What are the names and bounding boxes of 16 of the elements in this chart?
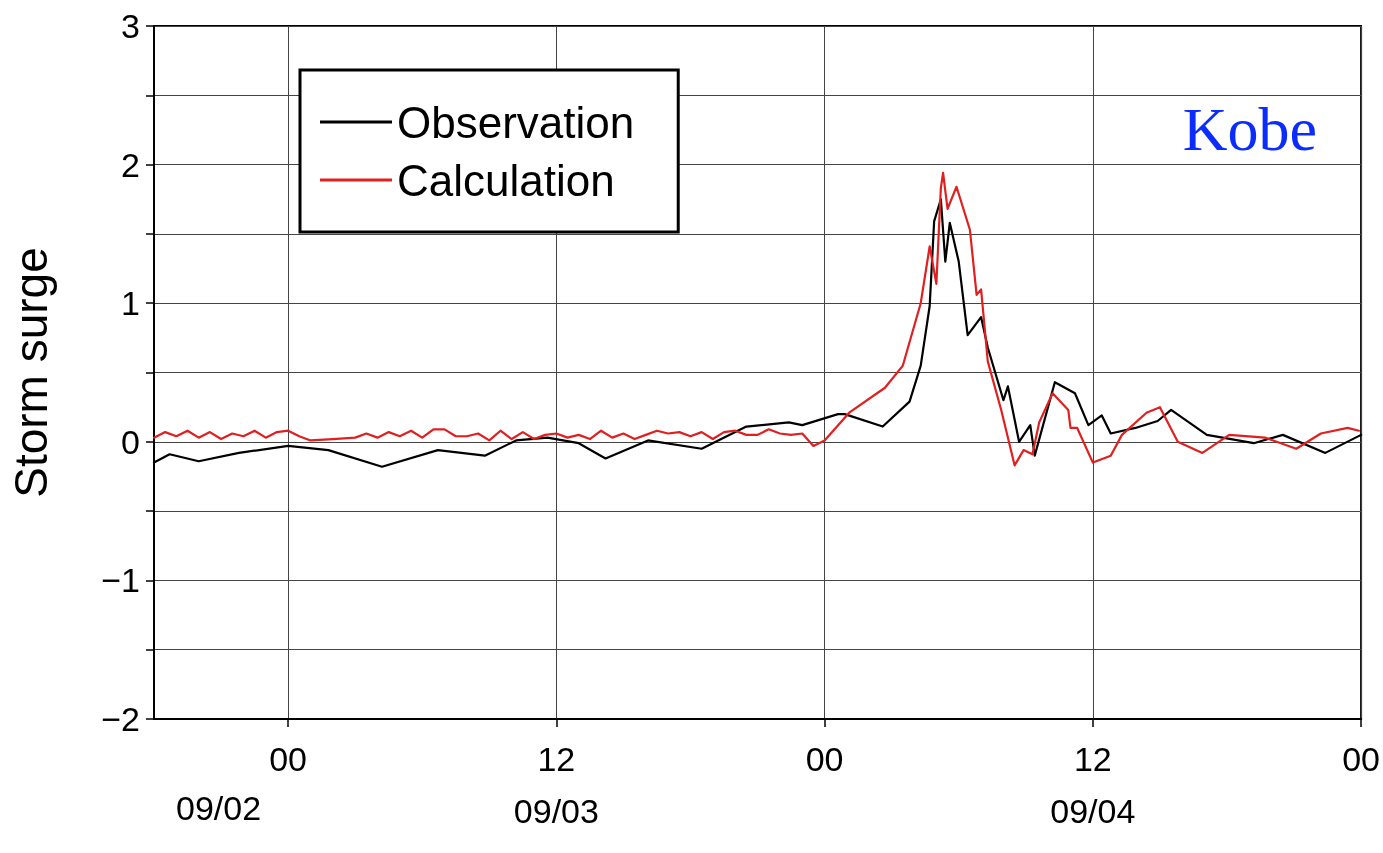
y-tick-label: 3 [121, 7, 140, 45]
y-tick-label: 0 [121, 422, 140, 461]
annotation: Kobe [1182, 95, 1317, 163]
x-tick-label: 12 09/03 [513, 740, 599, 830]
y-tick-label: −2 [101, 700, 140, 738]
y-axis-title: Storm surge [5, 247, 57, 498]
y-tick-label: 2 [121, 145, 140, 184]
legend-label: Calculation [397, 155, 615, 205]
legend-label: Observation [397, 97, 635, 147]
x-tick-label: 00 [805, 740, 844, 778]
y-tick-label: −1 [101, 561, 140, 600]
text: 09/02 [176, 789, 262, 827]
x-tick-label: 00 [1342, 740, 1380, 778]
x-tick-label: 12 09/04 [1050, 740, 1136, 830]
x-tick-label: 00 [269, 740, 308, 778]
y-tick-label: 1 [121, 284, 140, 323]
